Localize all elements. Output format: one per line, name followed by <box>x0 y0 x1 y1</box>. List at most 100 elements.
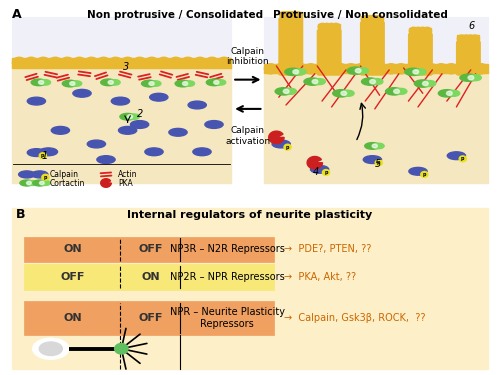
Ellipse shape <box>142 80 157 87</box>
Ellipse shape <box>128 115 132 118</box>
Circle shape <box>466 35 475 42</box>
Circle shape <box>39 153 46 159</box>
Circle shape <box>121 57 134 68</box>
Ellipse shape <box>215 80 226 85</box>
Ellipse shape <box>28 97 46 105</box>
Text: NP2R – NPR Repressors: NP2R – NPR Repressors <box>170 272 284 282</box>
Ellipse shape <box>114 344 128 354</box>
Ellipse shape <box>118 126 136 134</box>
Circle shape <box>385 64 398 74</box>
FancyBboxPatch shape <box>456 40 481 76</box>
Wedge shape <box>307 156 322 169</box>
Text: 5: 5 <box>375 159 381 169</box>
Circle shape <box>218 57 231 68</box>
Ellipse shape <box>52 126 70 134</box>
Ellipse shape <box>40 342 62 355</box>
Circle shape <box>304 64 317 74</box>
Circle shape <box>181 57 194 68</box>
Ellipse shape <box>357 68 368 74</box>
Circle shape <box>264 64 277 74</box>
Text: →  Calpain, Gsk3β, ROCK,  ??: → Calpain, Gsk3β, ROCK, ?? <box>284 313 425 323</box>
Text: OFF: OFF <box>138 313 162 323</box>
Circle shape <box>354 64 367 74</box>
Text: OFF: OFF <box>60 272 84 282</box>
Bar <box>264 72 488 183</box>
Text: ON: ON <box>63 313 82 323</box>
Ellipse shape <box>341 91 346 95</box>
Text: PKA: PKA <box>118 178 133 188</box>
Bar <box>12 17 231 183</box>
Ellipse shape <box>285 88 296 94</box>
Circle shape <box>435 64 448 74</box>
Circle shape <box>318 23 327 30</box>
Circle shape <box>475 64 488 74</box>
Circle shape <box>284 12 293 19</box>
Ellipse shape <box>422 81 428 86</box>
Text: B: B <box>16 208 26 221</box>
Ellipse shape <box>120 113 136 120</box>
Circle shape <box>414 27 422 34</box>
Circle shape <box>459 156 466 162</box>
Ellipse shape <box>470 75 482 81</box>
Text: ON: ON <box>141 272 160 282</box>
Text: Cortactin: Cortactin <box>50 178 85 188</box>
Text: Protrusive / Non consolidated: Protrusive / Non consolidated <box>273 9 448 20</box>
Bar <box>24 264 274 290</box>
Text: p: p <box>461 156 464 161</box>
Text: →  PKA, Akt, ??: → PKA, Akt, ?? <box>284 272 356 282</box>
Ellipse shape <box>150 93 168 101</box>
Ellipse shape <box>32 171 48 178</box>
Text: NPR – Neurite Plasticity
Repressors: NPR – Neurite Plasticity Repressors <box>170 307 284 329</box>
Text: A: A <box>12 8 22 21</box>
Ellipse shape <box>71 81 82 86</box>
Bar <box>24 301 274 335</box>
Circle shape <box>364 64 377 74</box>
Ellipse shape <box>413 70 418 74</box>
Ellipse shape <box>40 148 58 156</box>
Circle shape <box>42 174 49 180</box>
Circle shape <box>375 15 384 22</box>
Circle shape <box>109 57 122 68</box>
Ellipse shape <box>62 80 78 87</box>
Ellipse shape <box>396 88 407 94</box>
Circle shape <box>24 57 38 68</box>
Circle shape <box>284 144 291 150</box>
Circle shape <box>322 170 330 176</box>
Text: →  PDE?, PTEN, ??: → PDE?, PTEN, ?? <box>284 244 371 254</box>
Circle shape <box>133 57 146 68</box>
Circle shape <box>465 64 477 74</box>
Circle shape <box>36 57 50 68</box>
Ellipse shape <box>88 140 106 148</box>
Text: Calpain
inhibition: Calpain inhibition <box>226 46 269 66</box>
Ellipse shape <box>424 81 436 87</box>
Circle shape <box>169 57 182 68</box>
Ellipse shape <box>355 69 361 73</box>
Circle shape <box>314 64 327 74</box>
Ellipse shape <box>405 68 421 75</box>
Circle shape <box>145 57 158 68</box>
Circle shape <box>274 64 287 74</box>
Ellipse shape <box>275 88 292 95</box>
Bar <box>24 237 274 262</box>
Ellipse shape <box>145 148 163 156</box>
Bar <box>12 58 231 68</box>
Ellipse shape <box>206 79 222 86</box>
Circle shape <box>410 27 418 34</box>
Ellipse shape <box>73 89 91 97</box>
Ellipse shape <box>460 74 477 81</box>
Bar <box>318 24 340 30</box>
Ellipse shape <box>184 81 194 86</box>
Ellipse shape <box>272 140 290 148</box>
Ellipse shape <box>314 79 326 85</box>
Text: p: p <box>286 145 290 150</box>
Text: p: p <box>422 172 426 177</box>
Ellipse shape <box>40 80 50 85</box>
Ellipse shape <box>468 76 474 80</box>
Ellipse shape <box>386 88 402 95</box>
Ellipse shape <box>372 79 383 85</box>
Ellipse shape <box>110 80 120 85</box>
Ellipse shape <box>26 181 31 185</box>
Ellipse shape <box>28 148 46 156</box>
Ellipse shape <box>175 80 190 87</box>
Ellipse shape <box>372 144 378 148</box>
